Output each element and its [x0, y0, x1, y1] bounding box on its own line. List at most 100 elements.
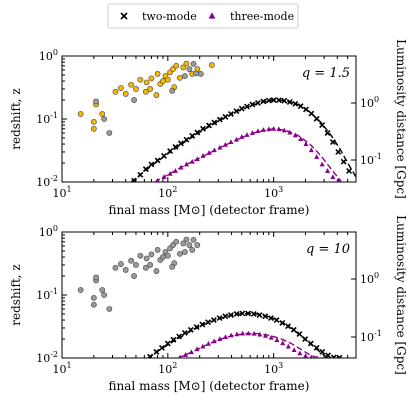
two-mode-point — [206, 122, 212, 129]
catalog-event-point — [117, 261, 124, 267]
two-mode-point — [147, 353, 154, 358]
y2-axis-label: Luminosity distance [Gpc] — [394, 39, 407, 199]
three-mode-point — [266, 126, 272, 132]
two-mode-point — [303, 106, 309, 113]
three-mode-point — [303, 141, 309, 147]
two-mode-point — [172, 143, 179, 150]
catalog-event-point — [193, 70, 199, 77]
catalog-event-point — [142, 264, 149, 271]
two-mode-point — [137, 171, 144, 178]
two-mode-point — [222, 113, 229, 120]
legend-marker-triangle-icon — [208, 12, 216, 19]
catalog-event-point — [90, 118, 97, 125]
three-mode-point — [155, 177, 160, 182]
three-mode-point — [234, 331, 240, 337]
three-mode-point — [206, 150, 212, 155]
catalog-event-point — [128, 81, 135, 88]
x-tick-label: 103 — [264, 185, 283, 200]
two-mode-point — [290, 326, 297, 333]
two-mode-point — [216, 315, 223, 322]
three-mode-point — [280, 340, 286, 346]
two-mode-point — [210, 317, 217, 324]
y-tick-label: 10-1 — [36, 111, 58, 126]
catalog-event-point — [154, 246, 161, 253]
catalog-event-point — [122, 91, 129, 97]
catalog-event-point — [117, 85, 124, 91]
two-mode-point — [307, 340, 314, 347]
catalog-event-point — [176, 250, 183, 257]
catalog-event-point — [106, 306, 113, 312]
two-mode-point — [161, 152, 167, 159]
x-tick-label: 102 — [158, 185, 177, 200]
two-mode-point — [216, 116, 223, 123]
two-mode-point — [148, 161, 155, 168]
three-mode-point — [178, 164, 184, 170]
two-mode-point — [244, 103, 250, 110]
catalog-event-point — [148, 75, 155, 82]
catalog-event-point — [106, 130, 113, 136]
two-mode-point — [319, 348, 326, 355]
catalog-event-point — [176, 74, 183, 81]
catalog-event-point — [99, 111, 106, 117]
two-mode-point — [142, 166, 149, 173]
three-mode-point — [314, 154, 320, 159]
three-mode-point — [194, 156, 200, 162]
x-axis-label: final mass [M⊙] (detector frame) — [109, 379, 310, 393]
two-mode-point — [176, 333, 183, 340]
catalog-event-point — [133, 86, 139, 92]
three-mode-point — [308, 147, 314, 153]
three-mode-point — [276, 126, 282, 132]
legend-marker-x-icon — [120, 12, 128, 20]
two-mode-fit-line — [147, 312, 333, 358]
two-mode-point — [238, 105, 245, 112]
two-mode-point — [262, 313, 269, 320]
two-mode-point — [313, 344, 320, 351]
three-mode-point — [292, 132, 298, 138]
two-mode-point — [296, 331, 303, 338]
catalog-event-point — [180, 64, 187, 71]
two-mode-point — [275, 97, 282, 104]
two-mode-point — [336, 354, 343, 358]
catalog-event-point — [197, 70, 204, 77]
catalog-event-point — [164, 76, 171, 83]
two-mode-point — [286, 99, 293, 105]
catalog-event-point — [160, 78, 166, 84]
three-mode-point — [183, 352, 189, 357]
two-mode-point — [189, 132, 196, 139]
three-mode-point — [167, 170, 173, 176]
two-mode-point — [260, 98, 267, 105]
three-mode-point — [249, 130, 255, 135]
catalog-event-point — [160, 254, 166, 260]
two-mode-point — [158, 344, 165, 351]
three-mode-point — [189, 158, 195, 164]
three-mode-point — [268, 334, 274, 340]
two-mode-point — [153, 348, 160, 355]
three-mode-point — [319, 161, 325, 167]
two-mode-point — [302, 336, 309, 343]
three-mode-point — [172, 168, 178, 173]
two-mode-point — [183, 136, 190, 143]
panel-q10: 101 102 103 10-2 10-1 100 10-1 100 q = 10 final… — [9, 215, 407, 393]
y2-tick-label: 10-1 — [360, 152, 382, 167]
catalog-event-point — [122, 267, 129, 273]
three-mode-point — [257, 331, 263, 337]
two-mode-point — [254, 99, 261, 106]
two-mode-point — [256, 312, 263, 319]
three-mode-point — [239, 134, 245, 139]
three-mode-point — [240, 330, 246, 336]
catalog-event-point — [112, 264, 119, 271]
two-mode-point — [205, 319, 212, 326]
two-mode-point — [308, 110, 315, 117]
three-mode-point — [233, 136, 239, 142]
two-mode-point — [222, 313, 229, 320]
two-mode-point — [239, 310, 246, 317]
two-mode-point — [181, 329, 188, 336]
catalog-event-point — [190, 60, 197, 67]
three-mode-point — [303, 353, 309, 358]
three-mode-point — [287, 129, 293, 135]
three-mode-point — [325, 168, 331, 173]
two-mode-point — [227, 312, 234, 319]
legend-label: three-mode — [230, 10, 294, 23]
x-tick-label: 101 — [52, 361, 71, 376]
three-mode-point — [211, 147, 217, 153]
